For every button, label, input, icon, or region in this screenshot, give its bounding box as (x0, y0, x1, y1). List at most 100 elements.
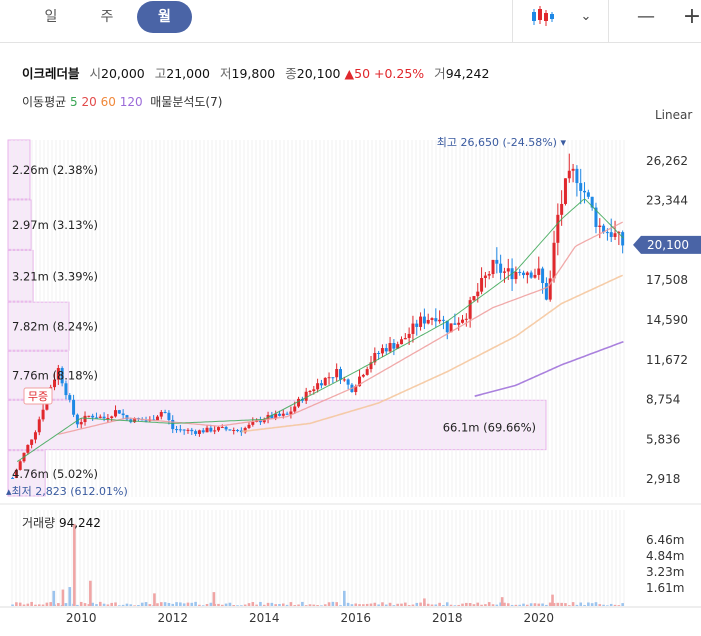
tab-day[interactable]: 일 (44, 9, 58, 25)
y-tick-label: 5,836 (646, 432, 680, 446)
volume-bar (484, 604, 487, 606)
volume-bar (156, 603, 159, 606)
event-badge (23, 387, 53, 405)
scale-mode-button[interactable]: Linear (655, 108, 693, 122)
volume-bar (15, 602, 18, 606)
volume-profile-label: 3.21m (3.39%) (12, 269, 98, 283)
candle-body (155, 416, 159, 421)
ma20-label: 20 (81, 95, 97, 109)
tab-month[interactable]: 월 (137, 1, 192, 33)
candle-body (548, 278, 552, 300)
candle-body (182, 429, 186, 431)
volume-bar (445, 602, 449, 606)
volume-bar (491, 604, 495, 606)
candle-body (552, 242, 556, 279)
volume-bar (548, 602, 552, 606)
ma-label[interactable]: 이동평균 (22, 95, 67, 109)
candle-body (197, 430, 201, 434)
volume-bar (354, 603, 358, 606)
candle-body (438, 319, 442, 322)
volume-bar (499, 602, 502, 606)
volume-bar (400, 603, 403, 606)
candlestick-icon[interactable] (528, 0, 556, 34)
candle-body (483, 275, 487, 279)
change-value: ▲50 +0.25% (344, 66, 425, 81)
candle-body (388, 343, 392, 352)
volume-profile-label: 4.76m (5.02%) (12, 467, 98, 481)
candle-body (476, 291, 480, 297)
candle-body (304, 391, 308, 401)
volume-bar (430, 604, 434, 606)
candle-body (228, 429, 232, 431)
volume-profile-label[interactable]: 매물분석도(7) (150, 95, 223, 109)
volume-spike (73, 523, 76, 606)
plus-icon[interactable]: + (682, 4, 701, 29)
candle-body (270, 414, 274, 419)
candle-body (98, 416, 102, 418)
volume-spike (343, 590, 346, 606)
low-value: 19,800 (231, 66, 276, 81)
candle-body (529, 272, 533, 278)
x-tick-label: 2016 (340, 611, 371, 625)
volume-bar (381, 602, 384, 606)
volume-bar (590, 603, 594, 606)
candle-body (243, 427, 247, 433)
volume-bar (312, 604, 316, 606)
candle-body (602, 225, 606, 233)
volume-bar (301, 601, 304, 606)
candle-body (556, 214, 560, 243)
volume-bar (545, 604, 548, 606)
tab-week[interactable]: 주 (100, 9, 114, 25)
candle-body (11, 477, 15, 479)
volume-bar (243, 604, 247, 606)
volume-bar (247, 603, 251, 606)
ma5-label: 5 (70, 95, 78, 109)
candle-body (277, 413, 281, 416)
candle-body (495, 259, 499, 264)
minus-icon[interactable]: — (637, 6, 655, 27)
volume-bar (598, 604, 602, 606)
toolbar-divider (608, 0, 609, 42)
ma5-line (16, 198, 624, 463)
volume-bar (259, 601, 262, 606)
volume-bar (201, 605, 205, 606)
candle-body (396, 344, 400, 349)
volume-label: 거 (434, 66, 446, 81)
candle-body (514, 271, 518, 280)
candle-body (323, 377, 327, 386)
candle-body (239, 430, 243, 433)
volume-bar (335, 602, 338, 606)
candle-body (541, 268, 545, 284)
candle-body (461, 319, 465, 323)
chevron-down-icon[interactable]: ⌄ (580, 9, 592, 24)
candle-body (480, 278, 484, 292)
candle-body (609, 232, 613, 237)
volume-bar (179, 602, 182, 606)
volume-spike (153, 593, 156, 606)
volume-bar (270, 602, 274, 606)
x-tick-label: 2020 (524, 611, 555, 625)
candle-body (563, 178, 567, 204)
candle-body (133, 418, 137, 423)
volume-bar (415, 602, 419, 606)
volume-bar (404, 602, 407, 606)
volume-bar (419, 602, 422, 606)
volume-bar (365, 603, 369, 606)
volume-bar (526, 604, 529, 606)
y-tick-label: 23,344 (646, 194, 688, 208)
candle-body (319, 383, 323, 386)
candle-body (499, 263, 503, 273)
candle-body (281, 413, 285, 416)
header-divider (0, 42, 701, 43)
volume-panel-title: 거래량 94,242 (22, 516, 101, 530)
candle-body (331, 377, 335, 379)
candle-body (316, 383, 320, 390)
volume-bar (110, 602, 114, 606)
candle-body (327, 377, 331, 379)
candle-body (75, 414, 79, 425)
volume-bar (609, 603, 613, 606)
volume-bar (468, 603, 472, 606)
candle-body (121, 413, 125, 416)
candle-body (94, 417, 98, 419)
